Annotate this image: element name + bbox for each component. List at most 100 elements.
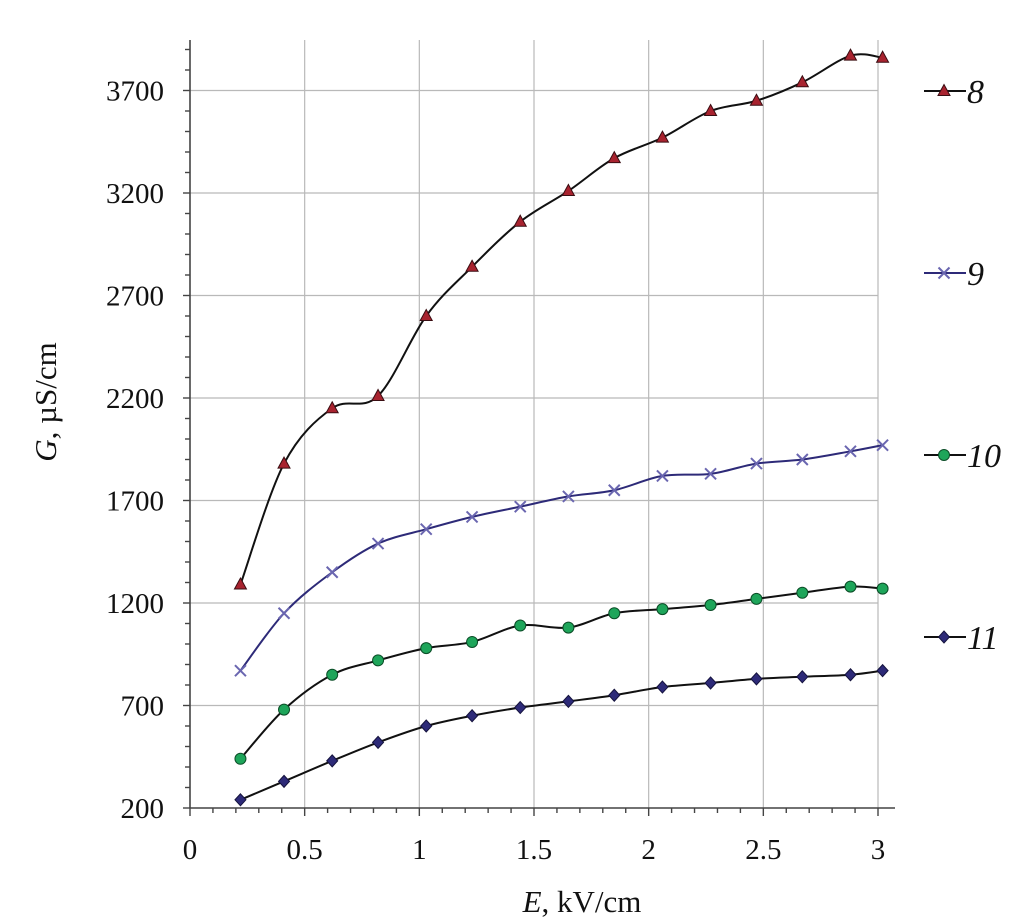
data-point-series-9-stroke: [371, 537, 385, 550]
x-tick-label: 2.5: [745, 834, 781, 866]
data-point-series-9-stroke: [562, 490, 575, 503]
y-tick-label: 3700: [106, 76, 164, 108]
data-point-series-10: [466, 635, 479, 648]
legend-label: 11: [967, 620, 998, 657]
axes: 200 700 1200 1700 2200 2700 3200 3700 0 0.5 1 1.5 2 2…: [106, 40, 895, 866]
series-8-line: [239, 53, 883, 585]
data-point-series-9: [277, 607, 291, 620]
data-point-series-9: [562, 490, 575, 503]
data-point-series-8: [749, 93, 764, 106]
legend-item-11: 11: [924, 620, 998, 657]
data-point-series-11: [796, 670, 809, 684]
data-point-series-9-stroke: [325, 566, 339, 579]
data-point-series-9: [371, 537, 385, 550]
data-point-series-11: [326, 754, 339, 768]
data-point-series-9-stroke: [844, 445, 857, 458]
y-tick-label: 1700: [106, 486, 164, 518]
y-axis-title: G, µS/cm: [28, 342, 63, 461]
series-11-line: [240, 669, 883, 801]
data-point-series-10: [750, 592, 763, 605]
data-point-series-9: [420, 522, 433, 536]
data-point-series-8: [843, 48, 858, 61]
data-point-series-8: [875, 50, 890, 63]
data-point-series-10: [278, 703, 291, 716]
data-point-series-10: [514, 619, 527, 632]
x-tick-label: 0.5: [287, 834, 323, 866]
x-tick-label: 1.5: [516, 834, 552, 866]
data-point-series-10: [656, 603, 669, 616]
y-tick-label: 2700: [106, 281, 164, 313]
data-point-series-8: [325, 400, 340, 414]
data-point-series-9: [876, 438, 889, 452]
y-axis-unit: , µS/cm: [28, 342, 63, 439]
x-tick-label: 1: [412, 834, 427, 866]
data-point-series-9-stroke: [514, 500, 527, 513]
x-tick-label: 2: [641, 834, 656, 866]
data-point-series-11: [371, 735, 385, 750]
data-point-series-8: [465, 259, 479, 272]
y-tick-label: 700: [121, 691, 165, 723]
legend-item-9: 9: [924, 256, 984, 293]
legend-label: 9: [967, 256, 984, 293]
data-point-series-11: [420, 719, 433, 733]
data-point-series-10: [234, 752, 247, 765]
data-point-series-8: [703, 103, 718, 116]
data-point-series-9-stroke: [750, 457, 763, 470]
data-point-series-9-stroke: [420, 522, 433, 536]
series-10: [234, 580, 889, 765]
data-point-series-8: [795, 74, 810, 88]
data-point-series-8: [513, 214, 528, 227]
data-point-series-8: [371, 388, 385, 401]
data-point-series-11: [562, 694, 575, 709]
legend-item-10: 10: [924, 438, 1001, 475]
legend-item-8: 8: [924, 74, 984, 111]
data-point-series-11: [876, 663, 889, 678]
data-point-series-8: [561, 183, 576, 196]
data-point-series-8: [607, 150, 622, 164]
data-point-series-9: [234, 664, 247, 677]
x-tick-label: 3: [871, 834, 886, 866]
legend-label: 10: [967, 438, 1001, 475]
y-tick-label: 1200: [106, 588, 164, 620]
data-point-series-10: [704, 599, 717, 612]
data-point-series-9: [465, 510, 479, 524]
legend-marker: [938, 449, 950, 461]
data-point-series-10: [608, 607, 621, 620]
legend-marker: [937, 83, 951, 96]
series-layer: [233, 48, 890, 807]
data-point-series-8: [277, 456, 291, 469]
data-point-series-9-stroke: [704, 467, 717, 481]
data-point-series-11: [277, 774, 291, 789]
data-point-series-9: [750, 457, 763, 470]
x-tick-label: 0: [183, 834, 198, 866]
legend-marker-stroke: [937, 266, 951, 280]
data-point-series-10: [326, 668, 339, 681]
data-point-series-9: [844, 445, 857, 458]
grid: [190, 40, 879, 808]
data-point-series-9-stroke: [656, 469, 669, 483]
x-axis-unit: , kV/cm: [542, 884, 642, 919]
data-point-series-9: [656, 469, 669, 483]
data-point-series-10: [844, 580, 857, 593]
y-tick-label: 3200: [106, 178, 164, 210]
x-axis-title: E, kV/cm: [522, 884, 642, 919]
y-tick-label: 200: [121, 793, 165, 825]
data-point-series-9-stroke: [876, 438, 889, 452]
data-point-series-11: [514, 700, 527, 715]
data-point-series-9: [514, 500, 527, 513]
series-9: [234, 438, 889, 677]
series-8: [233, 48, 890, 590]
data-point-series-11: [750, 672, 763, 686]
data-point-series-9: [704, 467, 717, 481]
data-point-series-11: [465, 709, 479, 723]
data-point-series-10: [562, 621, 575, 634]
legend-marker: [937, 266, 951, 280]
series-9-line: [239, 444, 883, 672]
data-point-series-10: [420, 642, 433, 655]
legend-marker: [937, 630, 951, 644]
data-point-series-11: [844, 668, 857, 682]
y-axis-var: G: [28, 439, 63, 461]
data-point-series-9: [608, 484, 621, 497]
data-point-series-8: [233, 577, 248, 590]
data-point-series-10: [876, 582, 889, 595]
